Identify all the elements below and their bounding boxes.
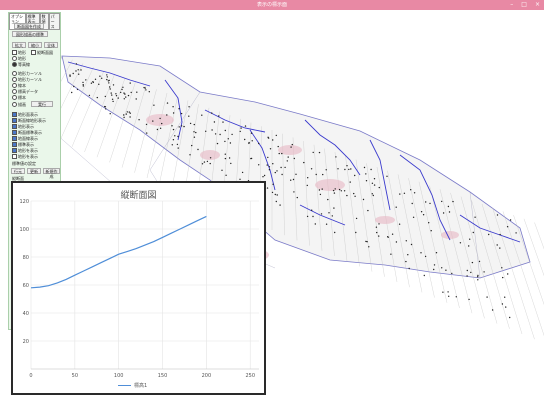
x-tick-label: 150 [158, 373, 168, 379]
zoom-out-button[interactable]: 縮小 [28, 42, 42, 48]
display-option[interactable]: 断面線地形表示 [12, 118, 46, 123]
terrain-mesh [21, 55, 544, 340]
section-label: 標準値の設定 [12, 161, 36, 166]
minimize-icon[interactable]: – [510, 1, 514, 8]
maximize-icon[interactable]: □ [521, 1, 527, 8]
close-icon[interactable]: × [534, 1, 540, 8]
survey-points [69, 63, 517, 319]
option-radio[interactable]: 地形カーソル [12, 77, 42, 82]
display-option[interactable]: 標準表示 [12, 142, 34, 147]
profile-lines [67, 61, 521, 243]
option-terrain[interactable]: 地形 縦断面図 [12, 50, 53, 55]
chart-plot: 0 50 100 150 200 250 20 40 60 80 100 120 [19, 199, 259, 379]
chart-legend: 標高1 [118, 382, 147, 389]
zoom-in-button[interactable]: 拡大 [12, 42, 26, 48]
tab-perspective[interactable]: パース [48, 13, 60, 30]
y-tick-label: 40 [23, 311, 29, 317]
display-option[interactable]: 地面線表示 [12, 136, 38, 141]
y-tick-label: 20 [23, 339, 29, 345]
display-option[interactable]: 地形を表示 [12, 148, 38, 153]
create-section-button[interactable]: 断面図を作成 [14, 23, 44, 29]
option-radio[interactable]: 標高データ [12, 89, 38, 94]
chart-title: 縦断面図 [120, 191, 157, 201]
apply-row: 描画 [12, 102, 26, 107]
x-tick-label: 250 [245, 373, 255, 379]
title-bar: 表示の標示面 – □ × [0, 0, 544, 10]
x-tick-label: 100 [114, 373, 124, 379]
display-option[interactable]: 地形表示 [12, 124, 34, 129]
option-radio[interactable]: 線本 [12, 83, 26, 88]
option-radio[interactable]: 地形カーソル [12, 71, 42, 76]
display-option[interactable]: 地形面表示 [12, 112, 38, 117]
restore-button[interactable]: 行元 [11, 168, 25, 174]
checkbox[interactable] [31, 50, 36, 55]
new-button[interactable]: 新規作成 [43, 168, 60, 179]
profile-chart-window: 縦断面図 0 50 100 150 200 250 20 40 60 80 100 120 標高1 [11, 181, 266, 395]
checkbox[interactable] [12, 50, 17, 55]
x-tick-label: 50 [72, 373, 78, 379]
apply-button[interactable]: 実行 [31, 101, 53, 107]
sub-label: 縦断面 [12, 176, 24, 181]
series-line [30, 215, 207, 289]
update-button[interactable]: 更新 [27, 168, 41, 174]
x-tick-label: 0 [29, 373, 32, 379]
y-tick-label: 60 [23, 283, 29, 289]
figure-standard-button[interactable]: 図形描画の標準 [12, 31, 48, 37]
tab-values[interactable]: 数値 [39, 13, 49, 30]
fit-all-button[interactable]: 全体 [44, 42, 58, 48]
display-option[interactable]: 断面標準表示 [12, 130, 42, 135]
window-title: 表示の標示面 [256, 2, 287, 8]
display-option[interactable]: 地形を表示 [12, 154, 38, 159]
terrain-3d-view[interactable] [0, 10, 544, 399]
x-tick-label: 200 [202, 373, 212, 379]
y-tick-label: 120 [19, 199, 29, 205]
legend-label: 標高1 [134, 383, 148, 389]
y-tick-label: 80 [23, 255, 29, 261]
option-radio[interactable]: 地形 [12, 56, 26, 61]
tab-options[interactable]: オプション [9, 13, 26, 30]
option-contour[interactable]: 等高線 [12, 62, 30, 67]
y-tick-label: 100 [19, 227, 29, 233]
option-radio[interactable]: 標本 [12, 95, 26, 100]
legend-swatch [118, 384, 131, 387]
